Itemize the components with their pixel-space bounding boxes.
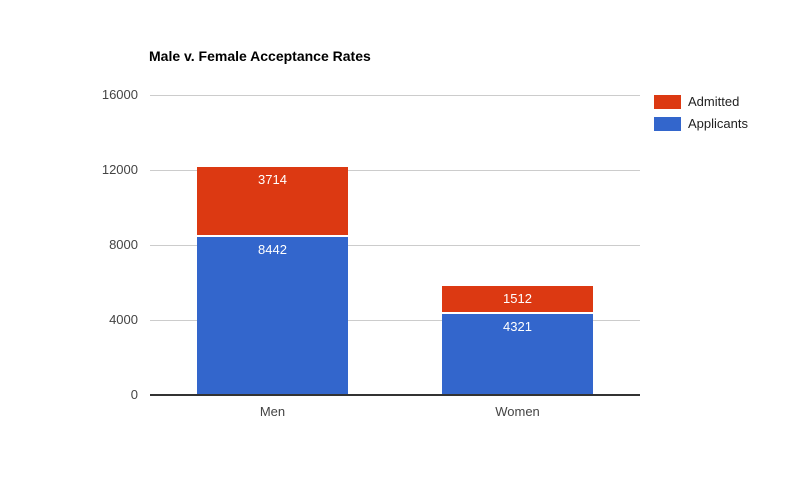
legend-item-label: Applicants [688,116,748,131]
x-axis-category-label: Women [495,404,540,419]
gridline [150,320,640,321]
bar-segment-applicants-men[interactable]: 8442 [197,236,348,395]
chart-title: Male v. Female Acceptance Rates [149,48,371,64]
y-axis-tick-label: 8000 [109,237,138,252]
bar-value-label: 8442 [258,241,287,257]
x-axis-baseline [150,394,640,396]
y-axis-tick-label: 16000 [101,87,138,102]
legend-color-swatch [654,95,681,109]
x-axis-category-label: Men [259,404,286,419]
legend-color-swatch [654,117,681,131]
y-axis-tick-label: 4000 [109,312,138,327]
bar-segment-applicants-women[interactable]: 4321 [442,313,593,395]
bar-value-label: 1512 [503,290,532,306]
gridline [150,170,640,171]
legend: Admitted Applicants [654,95,748,139]
legend-item-label: Admitted [688,94,740,109]
bar-segment-admitted-men[interactable]: 3714 [197,167,348,235]
legend-item-applicants: Applicants [654,117,748,131]
bar-value-label: 4321 [503,318,532,334]
y-axis-tick-label: 0 [130,387,138,402]
gridline [150,245,640,246]
bar-value-label: 3714 [258,172,287,188]
legend-item-admitted: Admitted [654,95,748,109]
gridline [150,95,640,96]
y-axis-tick-label: 12000 [101,162,138,177]
bar-segment-admitted-women[interactable]: 1512 [442,285,593,312]
